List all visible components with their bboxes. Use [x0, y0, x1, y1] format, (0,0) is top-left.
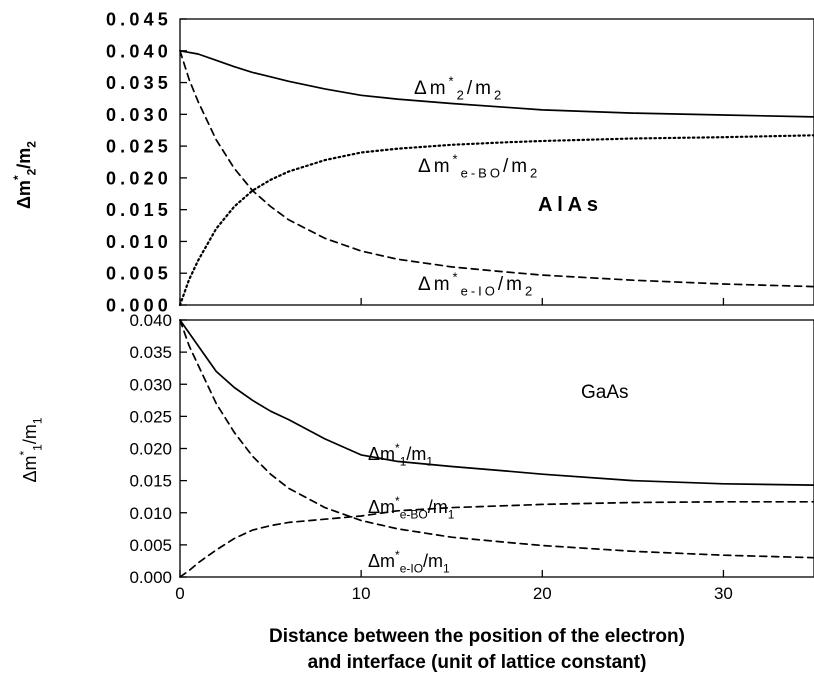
top-y-tick-label: 0.030 — [106, 105, 172, 125]
top-series-line-3 — [179, 49, 814, 288]
top-y-tick-label: 0.025 — [106, 137, 172, 157]
bottom-x-tick-label: 20 — [533, 584, 552, 603]
top-y-tick-label: 0.005 — [106, 264, 172, 284]
top-series-line-2 — [178, 134, 814, 307]
top-y-tick-label: 0.045 — [106, 9, 172, 29]
top-series-label-2: Δm*e-BO/m2 — [418, 151, 540, 180]
bottom-series-label-1: Δm*1/m1 — [368, 441, 433, 469]
bottom-series-line-1 — [179, 319, 814, 486]
bottom-material-label: GaAs — [581, 382, 629, 403]
top-y-tick-label: 0.040 — [106, 41, 172, 61]
bottom-series-line-2 — [179, 500, 814, 578]
bottom-y-tick-label: 0.015 — [129, 472, 172, 491]
top-y-tick-label: 0.015 — [106, 200, 172, 220]
bottom-x-tick-label: 30 — [714, 584, 733, 603]
bottom-plot-frame — [179, 319, 814, 578]
bottom-y-tick-label: 0.000 — [129, 568, 172, 587]
top-y-tick-label: 0.010 — [106, 232, 172, 252]
top-y-tick-label: 0.020 — [106, 168, 172, 188]
bottom-series-line-3 — [179, 319, 814, 559]
bottom-x-tick-label: 0 — [175, 584, 184, 603]
bottom-y-tick-label: 0.030 — [129, 375, 172, 394]
top-material-label: A l A s — [538, 194, 598, 216]
bottom-y-tick-label: 0.005 — [129, 536, 172, 555]
top-series-label-1: Δm*2/m2 — [414, 73, 504, 102]
x-axis-title-line-1: Distance between the position of the ele… — [269, 626, 685, 647]
x-axis-title-line-2: and interface (unit of lattice constant) — [307, 652, 647, 673]
bottom-series-label-3: Δm*e-IO/m1 — [368, 548, 450, 576]
bottom-y-tick-label: 0.010 — [129, 504, 172, 523]
top-panel-alas: 0.000 0.005 0.010 0.015 0.020 0.025 0.030 0.035… — [11, 9, 814, 315]
bottom-y-tick-label: 0.035 — [129, 343, 172, 362]
bottom-series-label-2: Δm*e-BO/m1 — [368, 494, 455, 522]
top-y-tick-label: 0.000 — [106, 295, 172, 315]
top-series-label-3: Δm*e-IO/m2 — [418, 269, 535, 298]
bottom-y-axis-title: Δm*1/m1 — [17, 417, 45, 482]
bottom-x-tick-label: 10 — [352, 584, 371, 603]
bottom-panel-gaas: 0.000 0.005 0.010 0.015 0.020 0.025 0.030 0.035… — [17, 311, 814, 603]
bottom-y-tick-label: 0.040 — [129, 311, 172, 330]
bottom-y-tick-label: 0.020 — [129, 440, 172, 459]
top-series-line-1 — [179, 49, 814, 118]
top-y-tick-label: 0.035 — [106, 73, 172, 93]
bottom-y-tick-label: 0.025 — [129, 407, 172, 426]
top-plot-frame — [179, 18, 814, 306]
top-y-axis-title: Δm*2/m2 — [11, 141, 39, 209]
